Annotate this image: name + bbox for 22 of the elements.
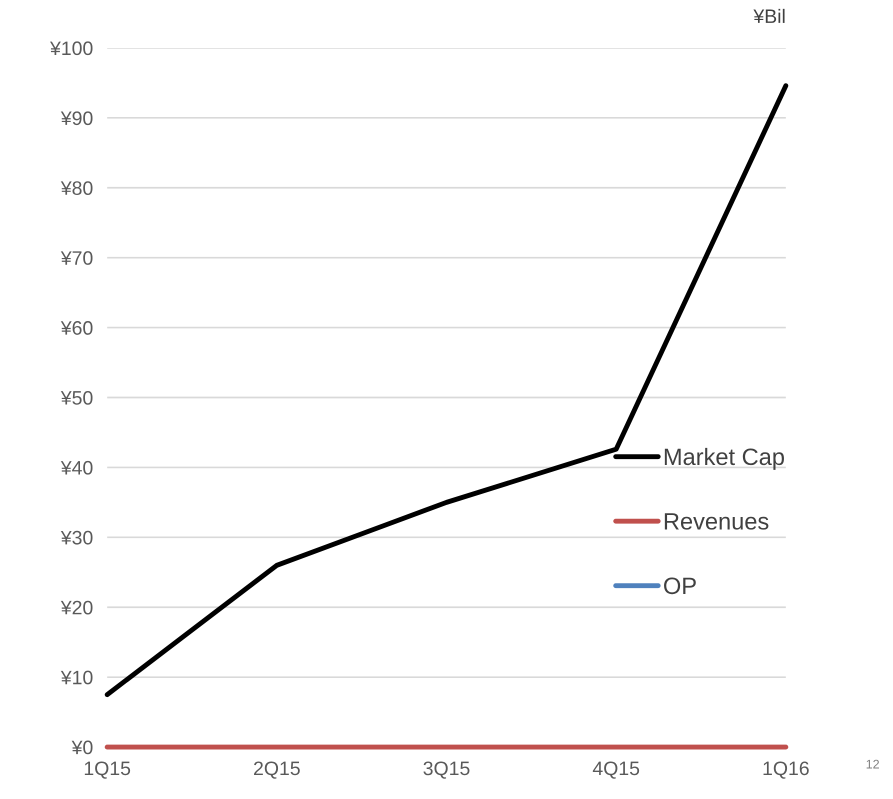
y-tick-label: ¥60 xyxy=(60,321,93,335)
y-tick-label: ¥90 xyxy=(60,111,93,126)
y-tick-label: ¥20 xyxy=(60,600,93,614)
y-axis-title: ¥Bil xyxy=(753,8,785,23)
y-tick-label: ¥30 xyxy=(60,530,93,545)
legend-label: Market Cap xyxy=(664,448,784,470)
line-series xyxy=(104,83,788,698)
x-tick-label: 1Q16 xyxy=(764,761,809,779)
text: 12 xyxy=(866,760,879,768)
x-tick-label: 3Q15 xyxy=(423,761,470,779)
y-tick-label: ¥80 xyxy=(60,181,93,195)
legend-label: Revenues xyxy=(664,513,768,530)
y-tick-label: ¥100 xyxy=(50,41,93,56)
legend-label: OP xyxy=(664,577,696,594)
y-tick-label: ¥40 xyxy=(60,460,93,475)
y-tick-label: ¥0 xyxy=(72,740,93,754)
x-tick-label: 4Q15 xyxy=(592,761,640,779)
x-tick-label: 1Q15 xyxy=(84,761,130,779)
y-tick-label: ¥10 xyxy=(60,670,93,684)
y-tick-label: ¥70 xyxy=(60,251,93,265)
x-tick-label: 2Q15 xyxy=(254,761,300,779)
y-tick-label: ¥50 xyxy=(60,390,93,405)
